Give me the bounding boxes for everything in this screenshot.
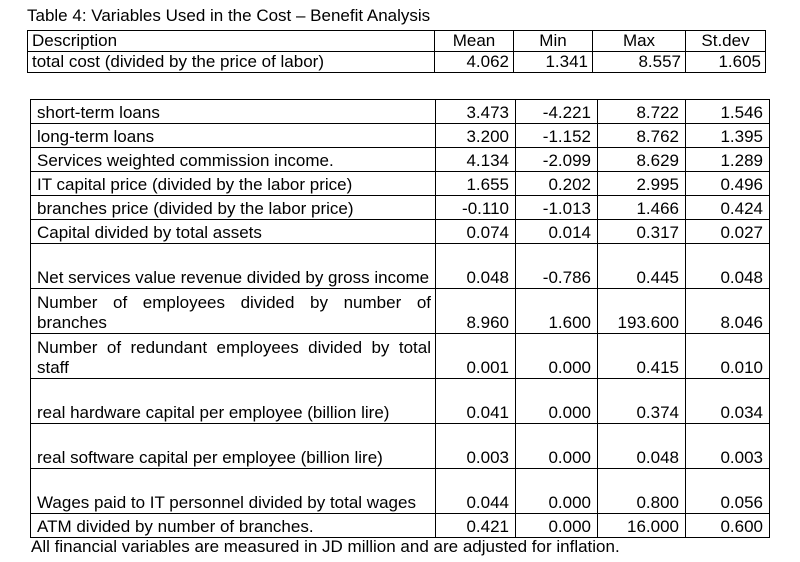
header-table: Description Mean Min Max St.dev total co…	[27, 30, 766, 73]
cell-mean: 4.134	[435, 147, 516, 172]
total-cost-row: total cost (divided by the price of labo…	[27, 51, 766, 73]
cell-mean: 4.062	[434, 51, 514, 73]
cell-stdev: 1.395	[685, 123, 770, 148]
cell-description: total cost (divided by the price of labo…	[27, 51, 435, 73]
table-row: Services weighted commission income. 4.13…	[30, 147, 770, 172]
cell-description: branches price (divided by the labor pri…	[30, 195, 436, 220]
cell-max: 16.000	[597, 513, 686, 538]
cell-max: 2.995	[597, 171, 686, 196]
cell-max: 0.317	[597, 219, 686, 244]
cell-stdev: 0.027	[685, 219, 770, 244]
cell-min: 0.000	[515, 468, 598, 514]
cell-description: long-term loans	[30, 123, 436, 148]
cell-description: Number of redundant employees divided by…	[30, 333, 436, 379]
cell-description: short-term loans	[30, 99, 436, 124]
table-row: Capital divided by total assets 0.074 0.01…	[30, 219, 770, 244]
cell-max: 0.048	[597, 423, 686, 469]
cell-mean: 0.421	[435, 513, 516, 538]
cell-mean: 3.473	[435, 99, 516, 124]
cell-max: 0.415	[597, 333, 686, 379]
cell-stdev: 0.048	[685, 243, 770, 289]
table-row: Net services value revenue divided by gr…	[30, 243, 770, 289]
cell-mean: -0.110	[435, 195, 516, 220]
cell-max: 1.466	[597, 195, 686, 220]
column-header-stdev: St.dev	[685, 30, 766, 52]
table-caption: Table 4: Variables Used in the Cost – Be…	[27, 6, 431, 25]
table-row: long-term loans 3.200 -1.152 8.762 1.395	[30, 123, 770, 148]
table-row: ATM divided by number of branches. 0.421 0…	[30, 513, 770, 538]
variables-table: short-term loans 3.473 -4.221 8.722 1.546 lon…	[30, 99, 770, 538]
cell-stdev: 0.003	[685, 423, 770, 469]
cell-min: 0.000	[515, 378, 598, 424]
cell-max: 8.557	[592, 51, 686, 73]
cell-description: Wages paid to IT personnel divided by to…	[30, 468, 436, 514]
cell-description: real hardware capital per employee (bill…	[30, 378, 436, 424]
cell-stdev: 0.010	[685, 333, 770, 379]
cell-max: 0.800	[597, 468, 686, 514]
cell-max: 8.629	[597, 147, 686, 172]
header-row: Description Mean Min Max St.dev	[27, 30, 766, 52]
cell-max: 8.722	[597, 99, 686, 124]
cell-min: -4.221	[515, 99, 598, 124]
cell-description: real software capital per employee (bill…	[30, 423, 436, 469]
cell-mean: 0.003	[435, 423, 516, 469]
cell-stdev: 0.056	[685, 468, 770, 514]
cell-stdev: 8.046	[685, 288, 770, 334]
cell-max: 0.445	[597, 243, 686, 289]
cell-stdev: 0.600	[685, 513, 770, 538]
cell-description: IT capital price (divided by the labor p…	[30, 171, 436, 196]
cell-mean: 0.044	[435, 468, 516, 514]
table-row: Number of employees divided by number of…	[30, 288, 770, 334]
cell-mean: 0.041	[435, 378, 516, 424]
table-row: short-term loans 3.473 -4.221 8.722 1.546	[30, 99, 770, 124]
column-header-max: Max	[592, 30, 686, 52]
cell-stdev: 0.034	[685, 378, 770, 424]
cell-min: -2.099	[515, 147, 598, 172]
cell-mean: 0.074	[435, 219, 516, 244]
cell-min: 0.000	[515, 333, 598, 379]
cell-min: 1.341	[513, 51, 593, 73]
cell-min: -0.786	[515, 243, 598, 289]
table-row: Number of redundant employees divided by…	[30, 333, 770, 379]
cell-stdev: 1.605	[685, 51, 766, 73]
cell-description: Capital divided by total assets	[30, 219, 436, 244]
cell-min: 0.000	[515, 423, 598, 469]
cell-stdev: 0.496	[685, 171, 770, 196]
cell-mean: 3.200	[435, 123, 516, 148]
cell-min: 0.000	[515, 513, 598, 538]
table-row: real software capital per employee (bill…	[30, 423, 770, 469]
table-footnote: All financial variables are measured in …	[31, 537, 620, 556]
cell-min: -1.152	[515, 123, 598, 148]
column-header-mean: Mean	[434, 30, 514, 52]
column-header-description: Description	[27, 30, 435, 52]
cell-max: 0.374	[597, 378, 686, 424]
cell-description: ATM divided by number of branches.	[30, 513, 436, 538]
cell-description: Net services value revenue divided by gr…	[30, 243, 436, 289]
table-row: real hardware capital per employee (bill…	[30, 378, 770, 424]
cell-stdev: 1.289	[685, 147, 770, 172]
table-row: Wages paid to IT personnel divided by to…	[30, 468, 770, 514]
cell-description: Services weighted commission income.	[30, 147, 436, 172]
column-header-min: Min	[513, 30, 593, 52]
table-row: branches price (divided by the labor pri…	[30, 195, 770, 220]
cell-min: 0.202	[515, 171, 598, 196]
cell-min: -1.013	[515, 195, 598, 220]
cell-mean: 1.655	[435, 171, 516, 196]
cell-mean: 0.001	[435, 333, 516, 379]
cell-max: 8.762	[597, 123, 686, 148]
cell-stdev: 0.424	[685, 195, 770, 220]
cell-stdev: 1.546	[685, 99, 770, 124]
table-row: IT capital price (divided by the labor p…	[30, 171, 770, 196]
cell-max: 193.600	[597, 288, 686, 334]
cell-min: 0.014	[515, 219, 598, 244]
cell-min: 1.600	[515, 288, 598, 334]
cell-description: Number of employees divided by number of…	[30, 288, 436, 334]
cell-mean: 0.048	[435, 243, 516, 289]
cell-mean: 8.960	[435, 288, 516, 334]
